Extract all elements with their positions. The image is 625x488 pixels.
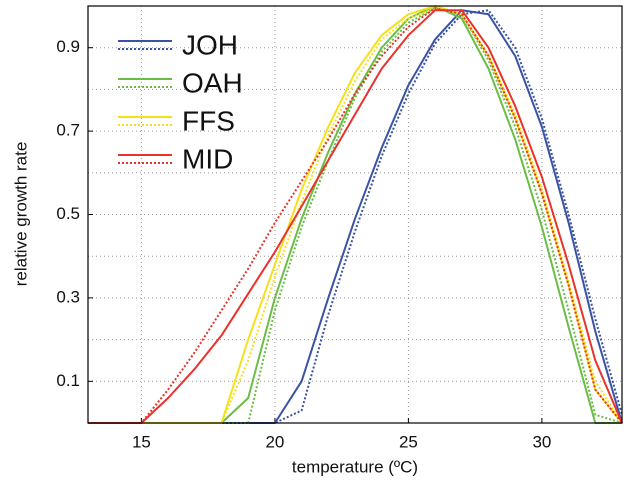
legend-label: JOH	[182, 29, 238, 60]
y-tick-label: 0.5	[56, 204, 80, 223]
legend-label: OAH	[182, 67, 243, 98]
plot-frame	[87, 5, 623, 424]
x-tick-label: 25	[399, 432, 418, 451]
series-line	[88, 9, 623, 424]
x-tick-label: 20	[265, 432, 284, 451]
y-tick-label: 0.7	[56, 121, 80, 140]
x-tick-label: 15	[132, 432, 151, 451]
x-tick-label: 30	[532, 432, 551, 451]
y-axis-label: relative growth rate	[11, 142, 30, 287]
y-tick-label: 0.3	[56, 287, 80, 306]
legend-label: MID	[182, 143, 233, 174]
y-tick-label: 0.1	[56, 371, 80, 390]
y-tick-label: 0.9	[56, 37, 80, 56]
x-axis-label: temperature (ºC)	[292, 457, 418, 476]
legend-label: FFS	[182, 105, 235, 136]
